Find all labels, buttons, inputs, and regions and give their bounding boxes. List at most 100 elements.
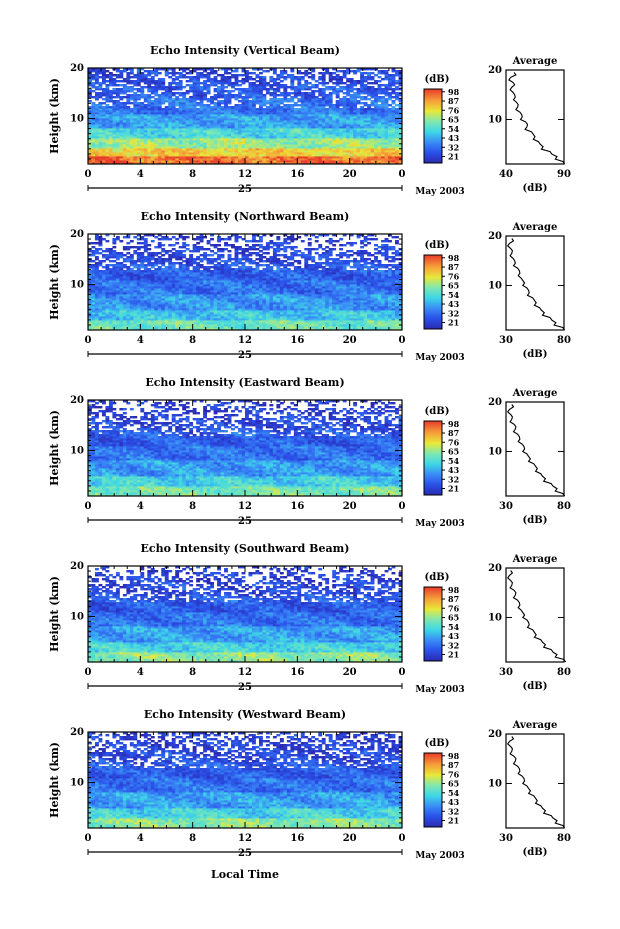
heatmap-cell: [367, 112, 371, 115]
heatmap-cell: [105, 96, 110, 99]
heatmap-cell: [210, 72, 214, 75]
heatmap-cell: [133, 120, 138, 123]
heatmap-cell: [147, 158, 152, 161]
heatmap-cell: [140, 144, 145, 147]
heatmap-cell: [129, 138, 134, 141]
heatmap-cell: [126, 132, 131, 135]
heatmap-cell: [143, 328, 148, 331]
heatmap-cell: [133, 328, 138, 331]
heatmap-cell: [192, 94, 197, 97]
panels: Echo Intensity (Vertical Beam)1020Height…: [48, 44, 571, 861]
heatmap-cell: [318, 108, 323, 111]
heatmap-cell: [185, 72, 190, 75]
heatmap-cell: [171, 156, 176, 159]
heatmap-cell: [388, 136, 392, 139]
heatmap-cell: [269, 154, 274, 157]
heatmap-cell: [91, 108, 96, 111]
heatmap-cell: [367, 126, 371, 129]
heatmap-cell: [203, 98, 208, 101]
heatmap-cell: [140, 92, 145, 95]
heatmap-cell: [150, 122, 155, 125]
heatmap-cell: [318, 156, 323, 159]
heatmap-cell: [279, 328, 284, 331]
heatmap-cell: [154, 126, 159, 129]
heatmap-cell: [286, 134, 291, 137]
heatmap-cell: [203, 158, 208, 161]
heatmap-cell: [353, 136, 358, 139]
heatmap-cell: [182, 114, 187, 117]
heatmap-cell: [133, 124, 138, 127]
heatmap-cell: [286, 98, 291, 101]
heatmap-cell: [370, 324, 375, 327]
heatmap-cell: [192, 144, 197, 147]
heatmap-cell: [231, 132, 235, 135]
heatmap-cell: [335, 106, 340, 109]
heatmap-cell: [251, 162, 256, 165]
heatmap-cell: [335, 70, 340, 73]
heatmap-cell: [297, 110, 302, 113]
heatmap-cell: [224, 96, 228, 99]
heatmap-cell: [349, 136, 354, 139]
heatmap-cell: [238, 110, 242, 113]
heatmap-cell: [398, 128, 403, 131]
heatmap-cell: [346, 72, 351, 75]
heatmap-cell: [258, 154, 263, 157]
heatmap-cell: [283, 100, 288, 103]
heatmap-cell: [88, 160, 92, 163]
heatmap-cell: [311, 98, 316, 101]
heatmap-cell: [258, 96, 263, 99]
heatmap-cell: [384, 144, 389, 147]
heatmap-cell: [335, 146, 340, 149]
heatmap-cell: [374, 80, 378, 83]
heatmap-cell: [238, 134, 242, 137]
heatmap-cell: [255, 156, 260, 159]
heatmap-cell: [108, 144, 113, 147]
heatmap-cell: [189, 112, 194, 115]
heatmap-cell: [122, 120, 127, 123]
heatmap-cell: [171, 108, 176, 111]
heatmap-cell: [258, 126, 263, 129]
heatmap-cell: [199, 320, 204, 323]
heatmap-cell: [367, 78, 371, 81]
heatmap-cell: [140, 114, 145, 117]
heatmap-cell: [171, 130, 176, 133]
heatmap-cell: [311, 152, 316, 155]
heatmap-cell: [283, 96, 288, 99]
heatmap-cell: [143, 320, 148, 323]
heatmap-cell: [356, 322, 361, 325]
heatmap-cell: [119, 144, 124, 147]
heatmap-cell: [276, 322, 281, 325]
heatmap-cell: [283, 106, 288, 109]
heatmap-cell: [203, 156, 208, 159]
heatmap-cell: [140, 126, 145, 129]
heatmap-cell: [161, 126, 166, 129]
heatmap-cell: [342, 158, 347, 161]
heatmap-cell: [356, 126, 361, 129]
heatmap-cell: [395, 138, 399, 141]
heatmap-cell: [335, 112, 340, 115]
heatmap-cell: [203, 128, 208, 131]
heatmap-cell: [353, 120, 358, 123]
heatmap-cell: [356, 136, 361, 139]
heatmap-cell: [290, 162, 295, 165]
heatmap-cell: [143, 162, 148, 165]
heatmap-cell: [258, 138, 263, 141]
heatmap-cell: [384, 158, 389, 161]
heatmap-cell: [395, 144, 399, 147]
heatmap-cell: [293, 134, 298, 137]
heatmap-cell: [91, 150, 96, 153]
heatmap-cell: [189, 110, 194, 113]
heatmap-cell: [349, 88, 354, 91]
heatmap-cell: [213, 102, 218, 105]
heatmap-cell: [182, 124, 187, 127]
heatmap-cell: [395, 326, 399, 329]
heatmap-cell: [241, 106, 246, 109]
heatmap-cell: [119, 158, 124, 161]
heatmap-cell: [157, 80, 162, 83]
heatmap-cell: [311, 134, 316, 137]
heatmap-cell: [119, 118, 124, 121]
heatmap-cell: [227, 106, 232, 109]
heatmap-cell: [168, 158, 173, 161]
heatmap-cell: [101, 72, 106, 75]
heatmap-cell: [217, 110, 221, 113]
